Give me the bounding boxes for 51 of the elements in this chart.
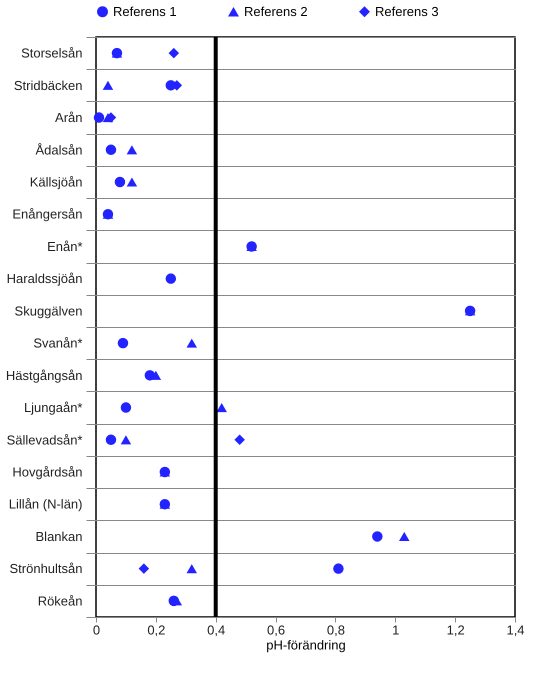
point: [216, 403, 227, 412]
y-tick-label: Rökeån: [38, 593, 82, 608]
y-tick-label: Ljungaån*: [24, 400, 82, 416]
x-tick-label: 1: [392, 622, 400, 638]
y-tick-label: Sällevadsån*: [6, 432, 82, 448]
x-tick-label: 1,2: [446, 622, 465, 638]
point: [372, 531, 383, 542]
y-tick-label: Storselsån: [21, 46, 82, 61]
legend-label: Referens 1: [113, 4, 177, 19]
point: [126, 145, 138, 154]
point: [186, 564, 198, 574]
y-tick-label: Lillån (N-län): [8, 496, 82, 512]
point: [102, 80, 114, 90]
y-tick-label: Stridbäcken: [14, 78, 82, 93]
legend-label: Referens 3: [375, 4, 439, 19]
x-tick-label: 0: [92, 622, 100, 638]
point: [166, 273, 176, 284]
point: [106, 434, 116, 446]
y-tick-label: Strönhultsån: [10, 561, 82, 576]
x-tick-label: 0,4: [207, 622, 226, 638]
y-tick-label: Hovgårdsån: [12, 464, 82, 480]
x-tick-label: 0,8: [326, 622, 345, 638]
x-axis-title: pH-förändring: [266, 638, 346, 652]
y-tick-label: Arån: [55, 110, 82, 126]
point: [234, 434, 245, 446]
point: [138, 563, 150, 574]
y-tick-label: Enångersån: [12, 206, 82, 222]
y-tick-label: Skuggälven: [14, 303, 82, 318]
x-tick-label: 0,6: [267, 622, 286, 638]
point: [120, 435, 132, 444]
y-tick-label: Ådalsån: [36, 142, 82, 158]
y-tick-label: Hästgångsån: [6, 368, 82, 383]
y-tick-label: Källsjöån: [30, 174, 82, 190]
point: [333, 563, 344, 574]
point: [150, 370, 162, 380]
point: [118, 338, 128, 348]
point: [106, 144, 116, 156]
point: [399, 532, 410, 541]
point: [186, 338, 198, 348]
y-tick-label: Enån*: [47, 238, 82, 254]
point: [114, 176, 126, 188]
y-tick-label: Haraldssjöån: [6, 271, 82, 286]
point: [168, 48, 180, 58]
point: [126, 177, 138, 187]
legend-label: Referens 2: [244, 4, 308, 19]
point: [120, 402, 132, 413]
x-tick-label: 1,4: [506, 622, 525, 638]
point: [94, 112, 104, 123]
y-tick-label: Svanån*: [33, 336, 82, 351]
y-tick-label: Blankan: [36, 528, 82, 544]
x-tick-label: 0,2: [147, 622, 166, 638]
